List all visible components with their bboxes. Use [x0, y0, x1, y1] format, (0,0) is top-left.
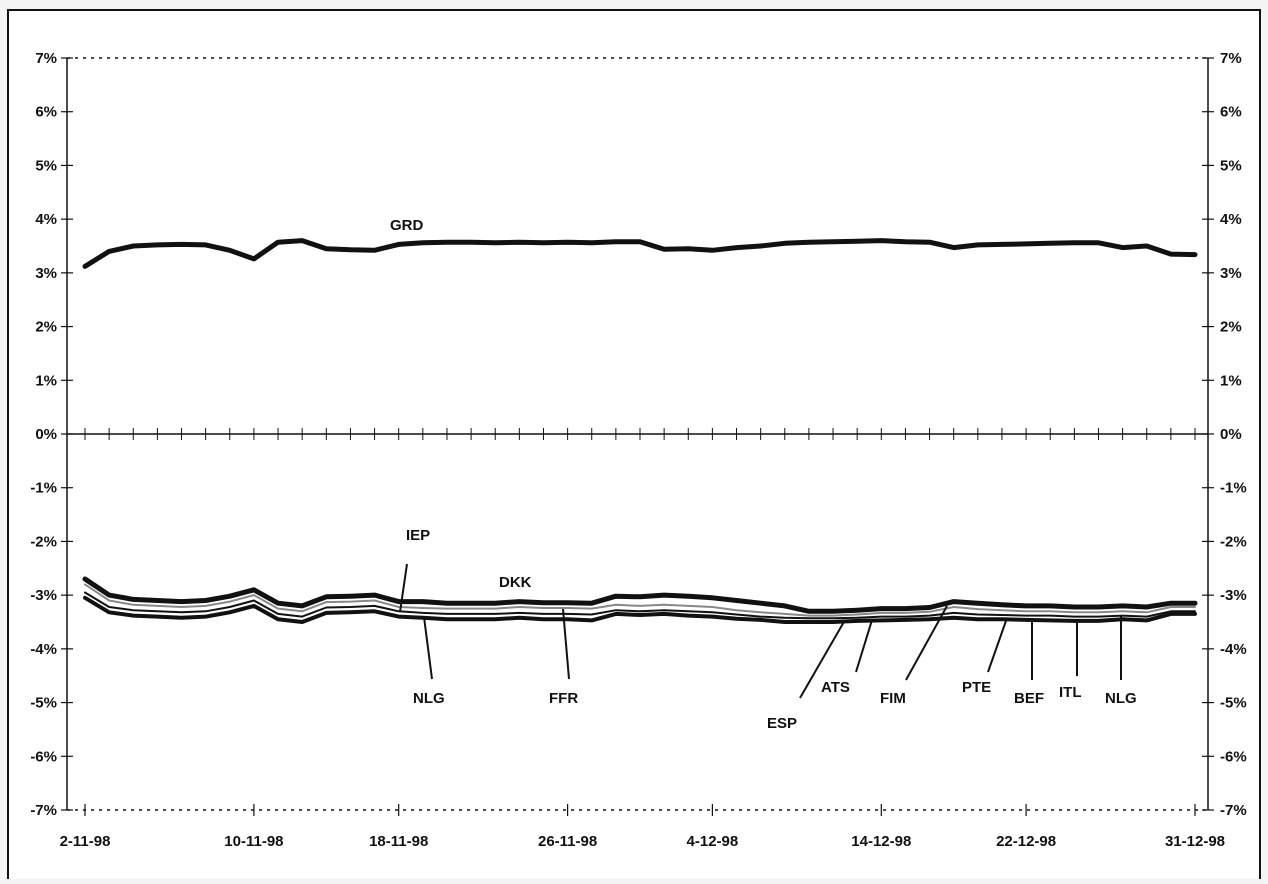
y-tick-label-right: -6% — [1220, 748, 1247, 765]
label-grd: GRD — [390, 217, 424, 234]
series-line-1 — [82, 576, 1198, 614]
y-tick-label-right: 0% — [1220, 426, 1242, 443]
y-tick-label-right: -1% — [1220, 480, 1247, 497]
label-ats: ATS — [821, 679, 850, 696]
leader-line-esp — [799, 619, 846, 699]
leader-line-iep — [399, 563, 408, 613]
y-tick-label-left: 4% — [35, 211, 57, 228]
label-esp: ESP — [767, 715, 797, 732]
series-line-0 — [82, 238, 1198, 269]
leader-line-pte — [987, 617, 1008, 673]
leader-line-ffr — [562, 608, 570, 680]
x-tick-label: 4-12-98 — [687, 833, 739, 850]
y-tick-label-left: 5% — [35, 157, 57, 174]
leader-line-fim — [905, 605, 948, 681]
x-tick-label: 31-12-98 — [1165, 833, 1225, 850]
y-tick-label-left: -2% — [30, 533, 57, 550]
y-tick-label-right: 5% — [1220, 157, 1242, 174]
y-tick-label-right: 4% — [1220, 211, 1242, 228]
y-tick-label-right: -3% — [1220, 587, 1247, 604]
y-tick-label-left: -5% — [30, 695, 57, 712]
series-line-2 — [84, 583, 1196, 617]
label-nlg-left: NLG — [413, 690, 445, 707]
label-nlg-right: NLG — [1105, 690, 1137, 707]
y-tick-label-left: 1% — [35, 372, 57, 389]
y-tick-label-right: 1% — [1220, 372, 1242, 389]
y-tick-label-left: -3% — [30, 587, 57, 604]
x-tick-label: 26-11-98 — [538, 833, 597, 850]
y-tick-label-right: 2% — [1220, 319, 1242, 336]
y-tick-label-right: -2% — [1220, 533, 1247, 550]
x-tick-label: 18-11-98 — [369, 833, 428, 850]
x-tick-label: 10-11-98 — [224, 833, 283, 850]
label-pte: PTE — [962, 679, 991, 696]
label-itl: ITL — [1059, 684, 1082, 701]
y-tick-label-right: 6% — [1220, 104, 1242, 121]
y-tick-label-left: -6% — [30, 748, 57, 765]
y-tick-label-right: 7% — [1220, 50, 1242, 67]
y-tick-label-right: 3% — [1220, 265, 1242, 282]
series-line-4 — [83, 595, 1197, 624]
x-tick-label: 14-12-98 — [851, 833, 911, 850]
y-tick-label-left: -4% — [30, 641, 57, 658]
y-tick-label-left: 7% — [35, 50, 57, 67]
annotations: GRD IEP DKK NLG FFR ESP ATS FIM PTE BEF … — [390, 217, 1137, 732]
x-tick-label: 2-11-98 — [60, 833, 111, 850]
y-tick-label-right: -4% — [1220, 641, 1247, 658]
y-tick-label-left: 3% — [35, 265, 57, 282]
plot-border — [7, 9, 1261, 881]
y-tick-label-left: 6% — [35, 104, 57, 121]
label-iep: IEP — [406, 527, 430, 544]
series-lines — [82, 238, 1198, 624]
label-fim: FIM — [880, 690, 906, 707]
y-tick-label-left: -1% — [30, 480, 57, 497]
leader-line-ats — [855, 619, 873, 673]
axes: 7% 7% 6% 6% 5% 5% 4% 4% 3% 3% 2% 2% 1% 1% 0% 0% -1% -1% -2… — [30, 50, 1246, 850]
y-tick-label-right: -7% — [1220, 802, 1247, 819]
label-bef: BEF — [1014, 690, 1044, 707]
label-ffr: FFR — [549, 690, 578, 707]
y-tick-label-left: 2% — [35, 319, 57, 336]
y-tick-label-left: -7% — [30, 802, 57, 819]
leader-line-nlg-left — [423, 616, 433, 680]
label-dkk: DKK — [499, 574, 532, 591]
series-line-3 — [84, 591, 1196, 620]
x-tick-label: 22-12-98 — [996, 833, 1056, 850]
y-tick-label-right: -5% — [1220, 695, 1247, 712]
y-tick-label-left: 0% — [35, 426, 57, 443]
